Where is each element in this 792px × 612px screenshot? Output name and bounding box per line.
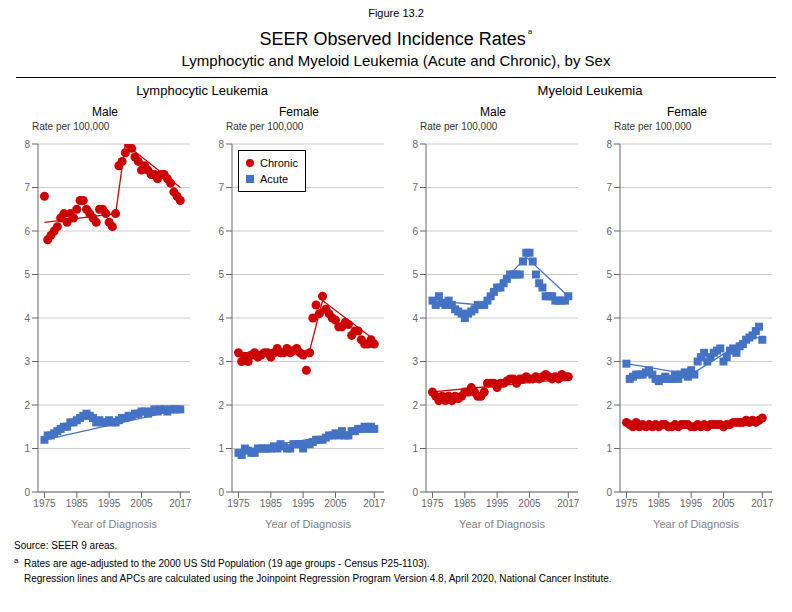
html-text:Acute: Acute bbox=[260, 173, 289, 185]
html-text:SEER Observed Incidence Ratesᵃ: SEER Observed Incidence Ratesᵃ bbox=[259, 27, 533, 49]
html-text:Male: Male bbox=[92, 105, 118, 119]
svg-text:2017: 2017 bbox=[363, 498, 386, 509]
html-text:Source: SEER 9 areas.: Source: SEER 9 areas. bbox=[14, 540, 118, 551]
svg-text:1985: 1985 bbox=[648, 498, 671, 509]
svg-text:1975: 1975 bbox=[227, 498, 250, 509]
svg-text:2: 2 bbox=[606, 400, 612, 411]
svg-text:6: 6 bbox=[24, 226, 30, 237]
svg-text:4: 4 bbox=[24, 313, 30, 324]
svg-text:2005: 2005 bbox=[324, 498, 347, 509]
svg-text:Year of Diagnosis: Year of Diagnosis bbox=[653, 518, 739, 530]
svg-text:4: 4 bbox=[606, 313, 612, 324]
html-text:Lymphocytic and Myeloid Leukem: Lymphocytic and Myeloid Leukemia (Acute … bbox=[181, 52, 611, 69]
svg-text:2: 2 bbox=[412, 400, 418, 411]
html-text:Rate per 100,000: Rate per 100,000 bbox=[420, 121, 498, 132]
svg-text:1995: 1995 bbox=[98, 498, 121, 509]
svg-text:5: 5 bbox=[412, 269, 418, 280]
svg-text:7: 7 bbox=[218, 182, 224, 193]
svg-text:2017: 2017 bbox=[557, 498, 580, 509]
svg-text:3: 3 bbox=[24, 356, 30, 367]
html-text:Myeloid Leukemia: Myeloid Leukemia bbox=[537, 83, 643, 98]
html-text:Regression lines and APCs are: Regression lines and APCs are calculated… bbox=[24, 573, 612, 585]
svg-text:2: 2 bbox=[218, 400, 224, 411]
html-text:Rate per 100,000: Rate per 100,000 bbox=[226, 121, 304, 132]
svg-text:1985: 1985 bbox=[454, 498, 477, 509]
svg-text:0: 0 bbox=[218, 487, 224, 498]
html-text:Male: Male bbox=[480, 105, 506, 119]
svg-text:1975: 1975 bbox=[421, 498, 444, 509]
html-text:Figure 13.2: Figure 13.2 bbox=[368, 7, 424, 19]
svg-text:1985: 1985 bbox=[66, 498, 89, 509]
svg-text:3: 3 bbox=[218, 356, 224, 367]
svg-text:8: 8 bbox=[218, 139, 224, 150]
svg-text:2005: 2005 bbox=[712, 498, 735, 509]
svg-text:8: 8 bbox=[24, 139, 30, 150]
svg-text:1: 1 bbox=[24, 443, 30, 454]
svg-text:0: 0 bbox=[606, 487, 612, 498]
svg-text:Year of Diagnosis: Year of Diagnosis bbox=[459, 518, 545, 530]
svg-text:1975: 1975 bbox=[615, 498, 638, 509]
svg-text:8: 8 bbox=[412, 139, 418, 150]
svg-text:4: 4 bbox=[412, 313, 418, 324]
svg-text:2005: 2005 bbox=[518, 498, 541, 509]
svg-text:1: 1 bbox=[412, 443, 418, 454]
svg-text:1: 1 bbox=[606, 443, 612, 454]
svg-text:Year of Diagnosis: Year of Diagnosis bbox=[71, 518, 157, 530]
svg-text:1995: 1995 bbox=[292, 498, 315, 509]
svg-text:2017: 2017 bbox=[169, 498, 192, 509]
svg-text:3: 3 bbox=[606, 356, 612, 367]
svg-text:1995: 1995 bbox=[486, 498, 509, 509]
html-text:Female: Female bbox=[279, 105, 319, 119]
svg-text:2005: 2005 bbox=[130, 498, 153, 509]
svg-text:1985: 1985 bbox=[260, 498, 283, 509]
html-text:Rates are age-adjusted to the: Rates are age-adjusted to the 2000 US St… bbox=[24, 558, 430, 570]
svg-text:1: 1 bbox=[218, 443, 224, 454]
svg-text:2: 2 bbox=[24, 400, 30, 411]
svg-text:6: 6 bbox=[606, 226, 612, 237]
svg-text:1995: 1995 bbox=[680, 498, 703, 509]
svg-text:8: 8 bbox=[606, 139, 612, 150]
html-text:Chronic: Chronic bbox=[260, 157, 298, 169]
svg-text:4: 4 bbox=[218, 313, 224, 324]
svg-text:0: 0 bbox=[24, 487, 30, 498]
svg-text:5: 5 bbox=[606, 269, 612, 280]
svg-text:6: 6 bbox=[218, 226, 224, 237]
svg-text:0: 0 bbox=[412, 487, 418, 498]
html-text:Female: Female bbox=[667, 105, 707, 119]
svg-text:5: 5 bbox=[24, 269, 30, 280]
svg-text:7: 7 bbox=[412, 182, 418, 193]
svg-text:1975: 1975 bbox=[33, 498, 56, 509]
svg-text:7: 7 bbox=[606, 182, 612, 193]
html-text:a: a bbox=[14, 556, 19, 565]
svg-text:6: 6 bbox=[412, 226, 418, 237]
html-text:Rate per 100,000: Rate per 100,000 bbox=[32, 121, 110, 132]
svg-text:2017: 2017 bbox=[751, 498, 774, 509]
svg-text:Year of Diagnosis: Year of Diagnosis bbox=[265, 518, 351, 530]
svg-text:5: 5 bbox=[218, 269, 224, 280]
svg-text:7: 7 bbox=[24, 182, 30, 193]
html-text:Lymphocytic Leukemia: Lymphocytic Leukemia bbox=[136, 83, 268, 98]
html-text:Rate per 100,000: Rate per 100,000 bbox=[614, 121, 692, 132]
svg-text:3: 3 bbox=[412, 356, 418, 367]
